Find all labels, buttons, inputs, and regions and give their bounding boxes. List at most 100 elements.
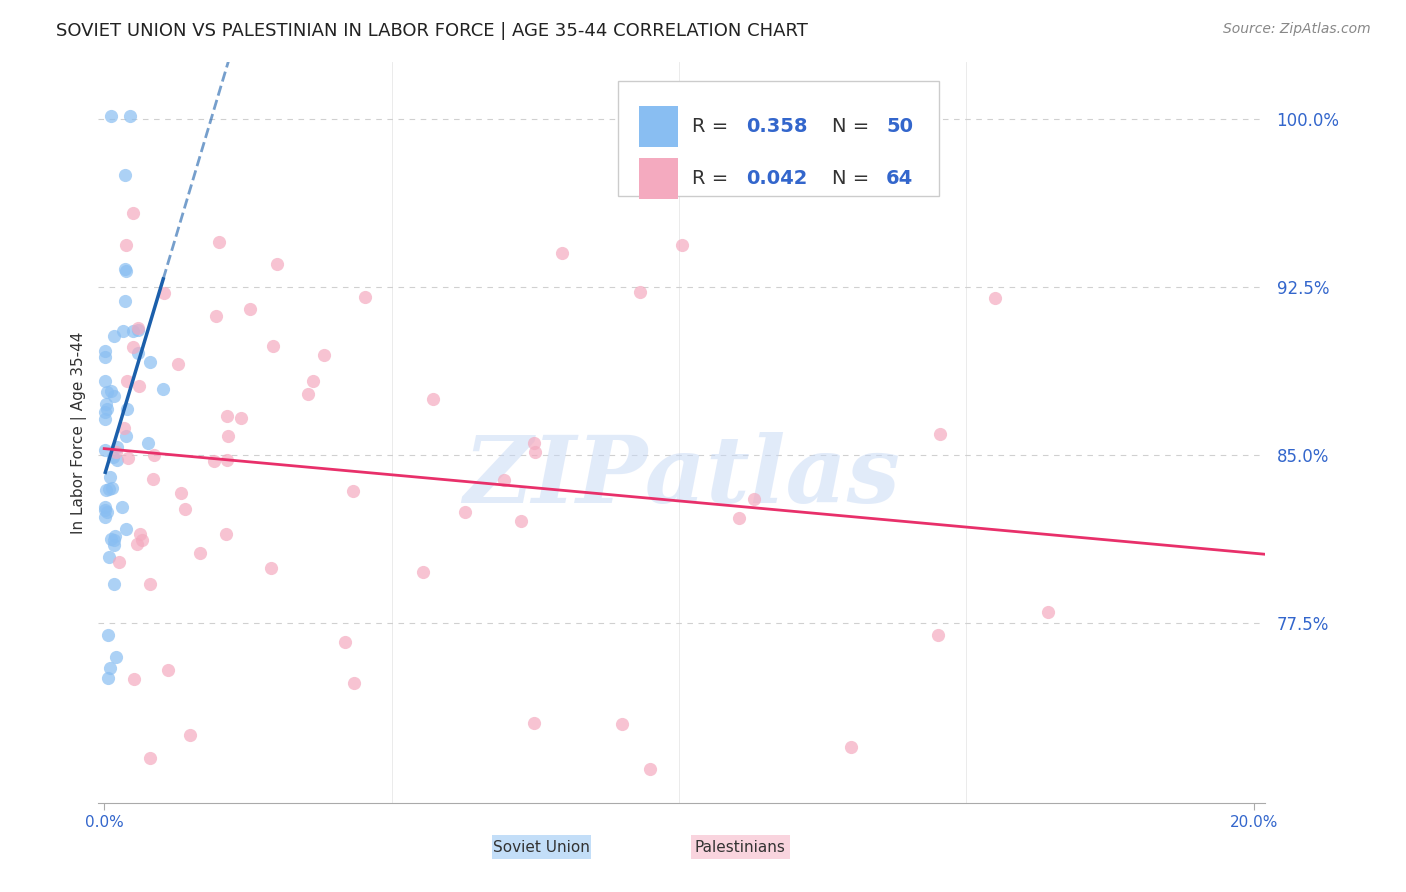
Text: Palestinians: Palestinians	[695, 839, 786, 855]
Point	[215, 409, 238, 423]
Point	[115, 522, 138, 536]
Point	[97, 671, 120, 685]
Point	[628, 285, 651, 299]
Point	[928, 426, 950, 441]
Point	[509, 514, 531, 528]
Bar	[492, 836, 592, 859]
Point	[412, 566, 434, 580]
Point	[94, 509, 117, 524]
Point	[94, 343, 117, 358]
Point	[94, 443, 117, 458]
Point	[302, 374, 325, 388]
Text: ZIPatlas: ZIPatlas	[464, 432, 900, 522]
Point	[314, 348, 336, 362]
Point	[112, 421, 135, 435]
Point	[1036, 605, 1059, 619]
Text: 0.042: 0.042	[747, 169, 807, 188]
Point	[342, 483, 364, 498]
Point	[266, 257, 288, 271]
Point	[129, 527, 152, 541]
Point	[523, 435, 546, 450]
Point	[105, 452, 128, 467]
Point	[100, 532, 122, 546]
Point	[104, 650, 127, 665]
Point	[142, 448, 165, 462]
Point	[96, 385, 118, 400]
Point	[96, 628, 118, 642]
Point	[94, 405, 117, 419]
Point	[260, 561, 283, 575]
Point	[262, 339, 284, 353]
Point	[217, 429, 239, 443]
Point	[492, 473, 515, 487]
Point	[111, 324, 134, 338]
Point	[103, 329, 125, 343]
Point	[108, 555, 131, 569]
Point	[139, 751, 162, 765]
Point	[297, 386, 319, 401]
Point	[100, 384, 122, 399]
Point	[101, 450, 124, 464]
Point	[744, 491, 766, 506]
Point	[239, 302, 262, 317]
Point	[115, 264, 138, 278]
Point	[333, 634, 356, 648]
Point	[640, 762, 662, 776]
FancyBboxPatch shape	[617, 81, 939, 195]
Point	[94, 412, 117, 426]
Point	[127, 323, 149, 337]
Bar	[638, 158, 679, 199]
Point	[124, 673, 146, 687]
Point	[131, 533, 153, 548]
Point	[98, 661, 121, 675]
Text: N =: N =	[832, 118, 876, 136]
Point	[139, 577, 162, 591]
Point	[142, 472, 165, 486]
Text: N =: N =	[832, 169, 876, 188]
Point	[422, 392, 444, 407]
Point	[128, 378, 150, 392]
Point	[117, 375, 139, 389]
Point	[139, 355, 162, 369]
Point	[115, 238, 138, 252]
Bar	[690, 836, 790, 859]
Point	[215, 452, 238, 467]
Point	[125, 537, 148, 551]
Text: R =: R =	[692, 169, 735, 188]
Point	[927, 627, 949, 641]
Point	[204, 454, 226, 468]
Point	[117, 450, 139, 465]
Text: 0.358: 0.358	[747, 118, 807, 136]
Text: SOVIET UNION VS PALESTINIAN IN LABOR FORCE | AGE 35-44 CORRELATION CHART: SOVIET UNION VS PALESTINIAN IN LABOR FOR…	[56, 22, 808, 40]
Point	[105, 444, 128, 458]
Point	[122, 324, 145, 338]
Point	[343, 676, 366, 690]
Point	[118, 109, 141, 123]
Point	[100, 109, 122, 123]
Point	[524, 445, 547, 459]
Point	[179, 729, 201, 743]
Point	[188, 546, 211, 560]
Point	[97, 482, 120, 496]
Point	[215, 527, 238, 541]
Point	[94, 503, 117, 517]
Point	[984, 291, 1007, 305]
Point	[136, 436, 159, 450]
Point	[97, 550, 120, 565]
Point	[94, 351, 117, 365]
Point	[94, 374, 117, 388]
Point	[523, 716, 546, 731]
Point	[170, 486, 193, 500]
Point	[671, 237, 693, 252]
Point	[551, 246, 574, 260]
Point	[127, 321, 149, 335]
Point	[115, 401, 138, 416]
Point	[103, 389, 125, 403]
Point	[114, 293, 136, 308]
Point	[454, 506, 477, 520]
Point	[841, 739, 863, 754]
Point	[152, 383, 174, 397]
Text: R =: R =	[692, 118, 735, 136]
Point	[229, 410, 252, 425]
Point	[103, 577, 125, 591]
